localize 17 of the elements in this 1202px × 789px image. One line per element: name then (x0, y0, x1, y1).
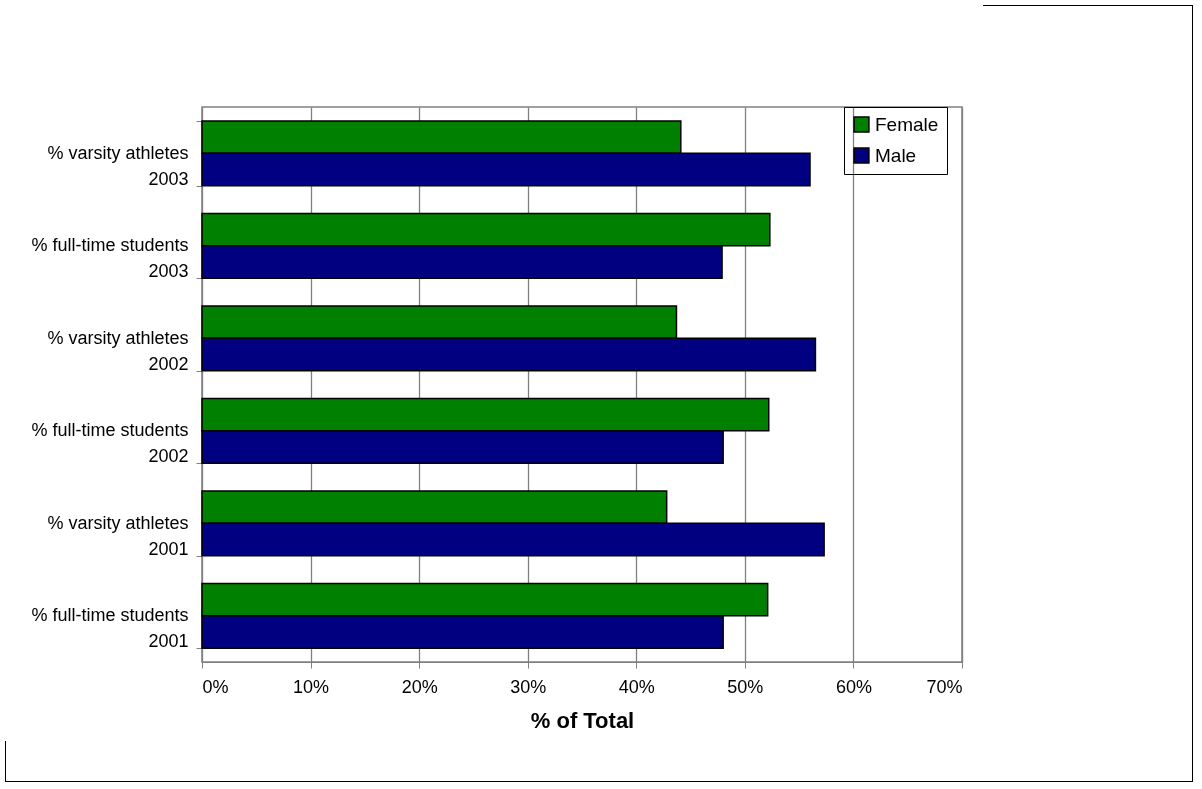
legend-label: Male (875, 144, 917, 166)
x-tick-label: 40% (618, 676, 655, 697)
x-tick-label: 60% (835, 676, 872, 697)
legend-label: Female (875, 113, 939, 135)
x-tick-label: 10% (293, 676, 330, 697)
x-axis-title: % of Total (530, 707, 635, 733)
x-tick-label: 70% (926, 676, 963, 697)
x-tick-label: 20% (401, 676, 438, 697)
y-tick-label: % varsity athletes 2003 (47, 142, 189, 189)
y-tick-label: % full-time students 2002 (31, 420, 189, 467)
y-tick-label: % varsity athletes 2002 (47, 327, 189, 374)
y-tick-label: % varsity athletes 2001 (47, 512, 189, 559)
x-tick-label: 0% (202, 676, 229, 697)
y-tick-label: % full-time students 2001 (31, 605, 189, 652)
x-tick-label: 50% (727, 676, 764, 697)
y-tick-label: % full-time students 2003 (31, 235, 189, 282)
x-tick-label: 30% (510, 676, 547, 697)
